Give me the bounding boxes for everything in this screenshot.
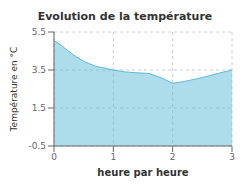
- svg-text:2: 2: [170, 152, 176, 162]
- svg-text:Température en °C: Température en °C: [9, 47, 19, 133]
- svg-text:-0.5: -0.5: [28, 141, 46, 151]
- svg-text:3.5: 3.5: [32, 65, 46, 75]
- svg-text:3: 3: [229, 152, 235, 162]
- svg-text:1: 1: [110, 152, 116, 162]
- svg-text:5.5: 5.5: [32, 27, 46, 37]
- svg-text:0: 0: [51, 152, 57, 162]
- svg-text:1.5: 1.5: [32, 103, 46, 113]
- svg-text:heure par heure: heure par heure: [97, 167, 188, 178]
- html-text:Evolution de la température: Evolution de la température: [37, 10, 213, 23]
